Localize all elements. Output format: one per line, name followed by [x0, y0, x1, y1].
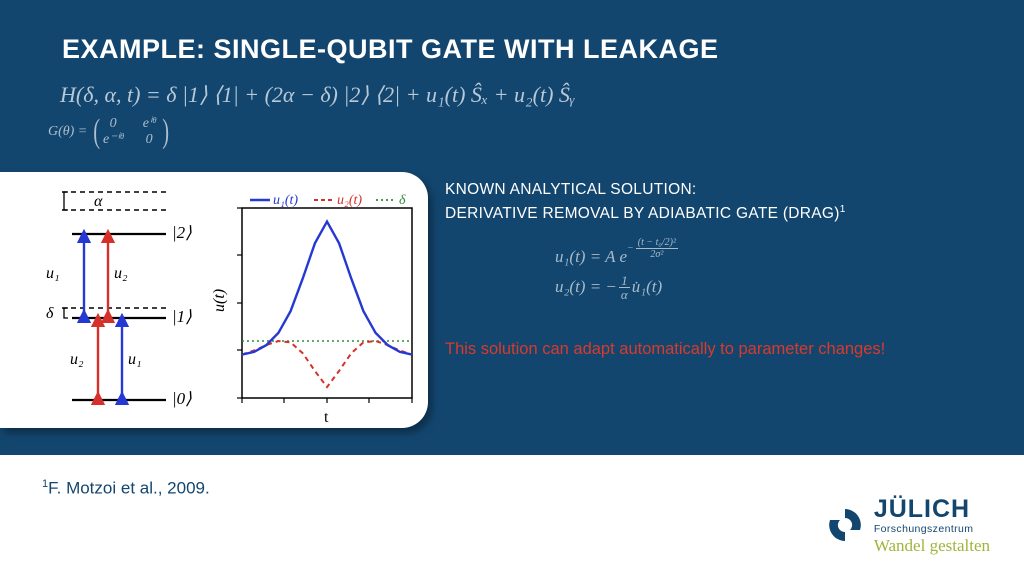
y-axis-label: u(t) — [211, 289, 228, 312]
goal-matrix: ( 0 eⁱᶿ e⁻ⁱᶿ 0 ) — [91, 116, 172, 148]
logo-script-text: Wandel gestalten — [874, 537, 990, 554]
figure-panel: |2⟩ |1⟩ |0⟩ α δ u₁ — [0, 172, 428, 428]
known-line2: DERIVATIVE REMOVAL BY ADIABATIC GATE (DR… — [445, 205, 840, 222]
level-2-label: |2⟩ — [172, 223, 192, 242]
u2-upper-label: u₂ — [114, 265, 128, 282]
drag-equations: u₁(t) = A e −(t − t₀/2)²2σ² u₂(t) = − 1α… — [555, 242, 680, 302]
hamiltonian-equation: H(δ, α, t) = δ |1⟩ ⟨1| + (2α − δ) |2⟩ ⟨2… — [60, 82, 575, 108]
legend-delta: δ — [399, 193, 406, 208]
u1-exponent: −(t − t₀/2)²2σ² — [627, 233, 680, 265]
u1-lower-label: u₁ — [128, 351, 142, 368]
citation-text: F. Motzoi et al., 2009. — [48, 479, 210, 498]
goal-equation: G(θ) = ( 0 eⁱᶿ e⁻ⁱᶿ 0 ) — [48, 116, 171, 148]
level-1-label: |1⟩ — [172, 307, 192, 326]
figure-svg: |2⟩ |1⟩ |0⟩ α δ u₁ — [8, 178, 428, 424]
delta-label: δ — [46, 305, 54, 322]
u2-rhs: u̇₁(t) — [632, 271, 662, 303]
x-axis-label: t — [324, 409, 329, 424]
hamiltonian-text: H(δ, α, t) = δ |1⟩ ⟨1| + (2α − δ) |2⟩ ⟨2… — [60, 82, 575, 107]
level-diagram: |2⟩ |1⟩ |0⟩ α δ u₁ — [46, 192, 192, 408]
goal-prefix: G(θ) = — [48, 124, 91, 139]
citation: 1F. Motzoi et al., 2009. — [42, 478, 210, 499]
alpha-label: α — [94, 193, 103, 210]
known-solution-heading: KNOWN ANALYTICAL SOLUTION: DERIVATIVE RE… — [445, 180, 846, 224]
known-line1: KNOWN ANALYTICAL SOLUTION: — [445, 181, 697, 198]
m10: e⁻ⁱᶿ — [102, 132, 124, 148]
known-sup: 1 — [840, 204, 846, 215]
paren-right: ) — [162, 117, 169, 147]
logo-mark-icon — [826, 506, 864, 544]
org-logo: JÜLICH Forschungszentrum Wandel gestalte… — [826, 497, 990, 555]
pulse-chart: t u(t) u₁(t) u₂(t) δ — [211, 193, 412, 424]
logo-sub-text: Forschungszentrum — [874, 524, 990, 535]
slide: EXAMPLE: SINGLE-QUBIT GATE WITH LEAKAGE … — [0, 0, 1024, 576]
u1-series — [242, 222, 412, 355]
slide-title: EXAMPLE: SINGLE-QUBIT GATE WITH LEAKAGE — [62, 34, 719, 65]
u2-lhs: u₂(t) = − — [555, 271, 617, 303]
u1-upper-label: u₁ — [46, 265, 60, 282]
level-0-label: |0⟩ — [172, 389, 192, 408]
m00: 0 — [102, 116, 124, 132]
m01: eⁱᶿ — [138, 116, 160, 132]
u1-lhs: u₁(t) = A e — [555, 241, 627, 273]
paren-left: ( — [93, 117, 100, 147]
legend-u1: u₁(t) — [273, 193, 298, 208]
legend-u2: u₂(t) — [337, 193, 362, 208]
u2-series — [242, 341, 412, 387]
u2-lower-label: u₂ — [70, 351, 84, 368]
adaptive-note: This solution can adapt automatically to… — [445, 340, 885, 359]
m11: 0 — [138, 132, 160, 148]
logo-main-text: JÜLICH — [874, 497, 990, 522]
